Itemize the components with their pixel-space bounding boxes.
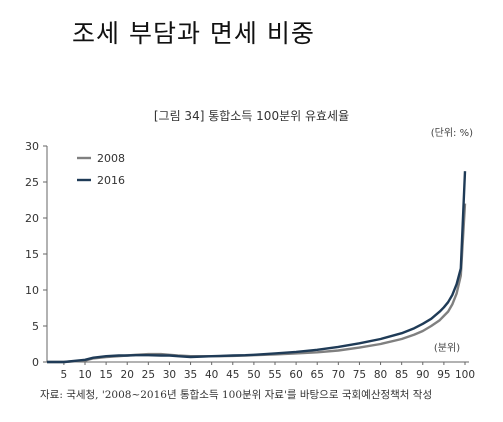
x-tick-label: 5 (61, 369, 68, 381)
y-axis-ticks: 0 5 10 15 20 25 30 (25, 140, 47, 369)
x-tick-label: 55 (268, 369, 281, 381)
chart-title: [그림 34] 통합소득 100분위 유효세율 (153, 109, 350, 123)
x-tick-label: 45 (226, 369, 239, 381)
x-axis-ticks: 5 10 15 20 25 30 35 40 45 50 55 60 65 70 75 80 85 90 95 100 (61, 362, 475, 381)
y-tick-label: 15 (25, 248, 39, 261)
x-tick-label: 50 (247, 369, 260, 381)
y-tick-label: 0 (32, 356, 39, 369)
x-tick-label: 85 (395, 369, 408, 381)
y-tick-label: 25 (25, 176, 39, 189)
y-tick-label: 20 (25, 212, 39, 225)
x-tick-label: 25 (142, 369, 155, 381)
legend: 2008 2016 (77, 152, 125, 187)
series-line-2016 (47, 171, 467, 364)
x-tick-label: 75 (353, 369, 366, 381)
x-tick-label: 60 (289, 369, 302, 381)
x-tick-label: 70 (332, 369, 345, 381)
x-tick-label: 35 (184, 369, 197, 381)
x-tick-label: 80 (374, 369, 387, 381)
x-axis-label: (분위) (434, 341, 460, 354)
y-tick-label: 10 (25, 284, 39, 297)
x-tick-label: 90 (416, 369, 429, 381)
page-heading: 조세 부담과 면세 비중 (72, 19, 315, 48)
series-line-2008 (47, 203, 467, 364)
unit-label: (단위: %) (430, 128, 473, 139)
source-note: 자료: 국세청, '2008~2016년 통합소득 100분위 자료'를 바탕으… (40, 389, 433, 401)
x-tick-label: 100 (455, 369, 475, 381)
x-tick-label: 95 (437, 369, 450, 381)
x-tick-label: 10 (78, 369, 91, 381)
x-tick-label: 65 (311, 369, 324, 381)
y-tick-label: 5 (32, 320, 39, 333)
legend-label-2008: 2008 (97, 152, 125, 165)
x-tick-label: 40 (205, 369, 218, 381)
x-tick-label: 30 (163, 369, 176, 381)
x-tick-label: 15 (99, 369, 112, 381)
legend-label-2016: 2016 (97, 174, 125, 187)
x-tick-label: 20 (121, 369, 134, 381)
y-tick-label: 30 (25, 140, 39, 153)
series-lines (47, 171, 467, 364)
